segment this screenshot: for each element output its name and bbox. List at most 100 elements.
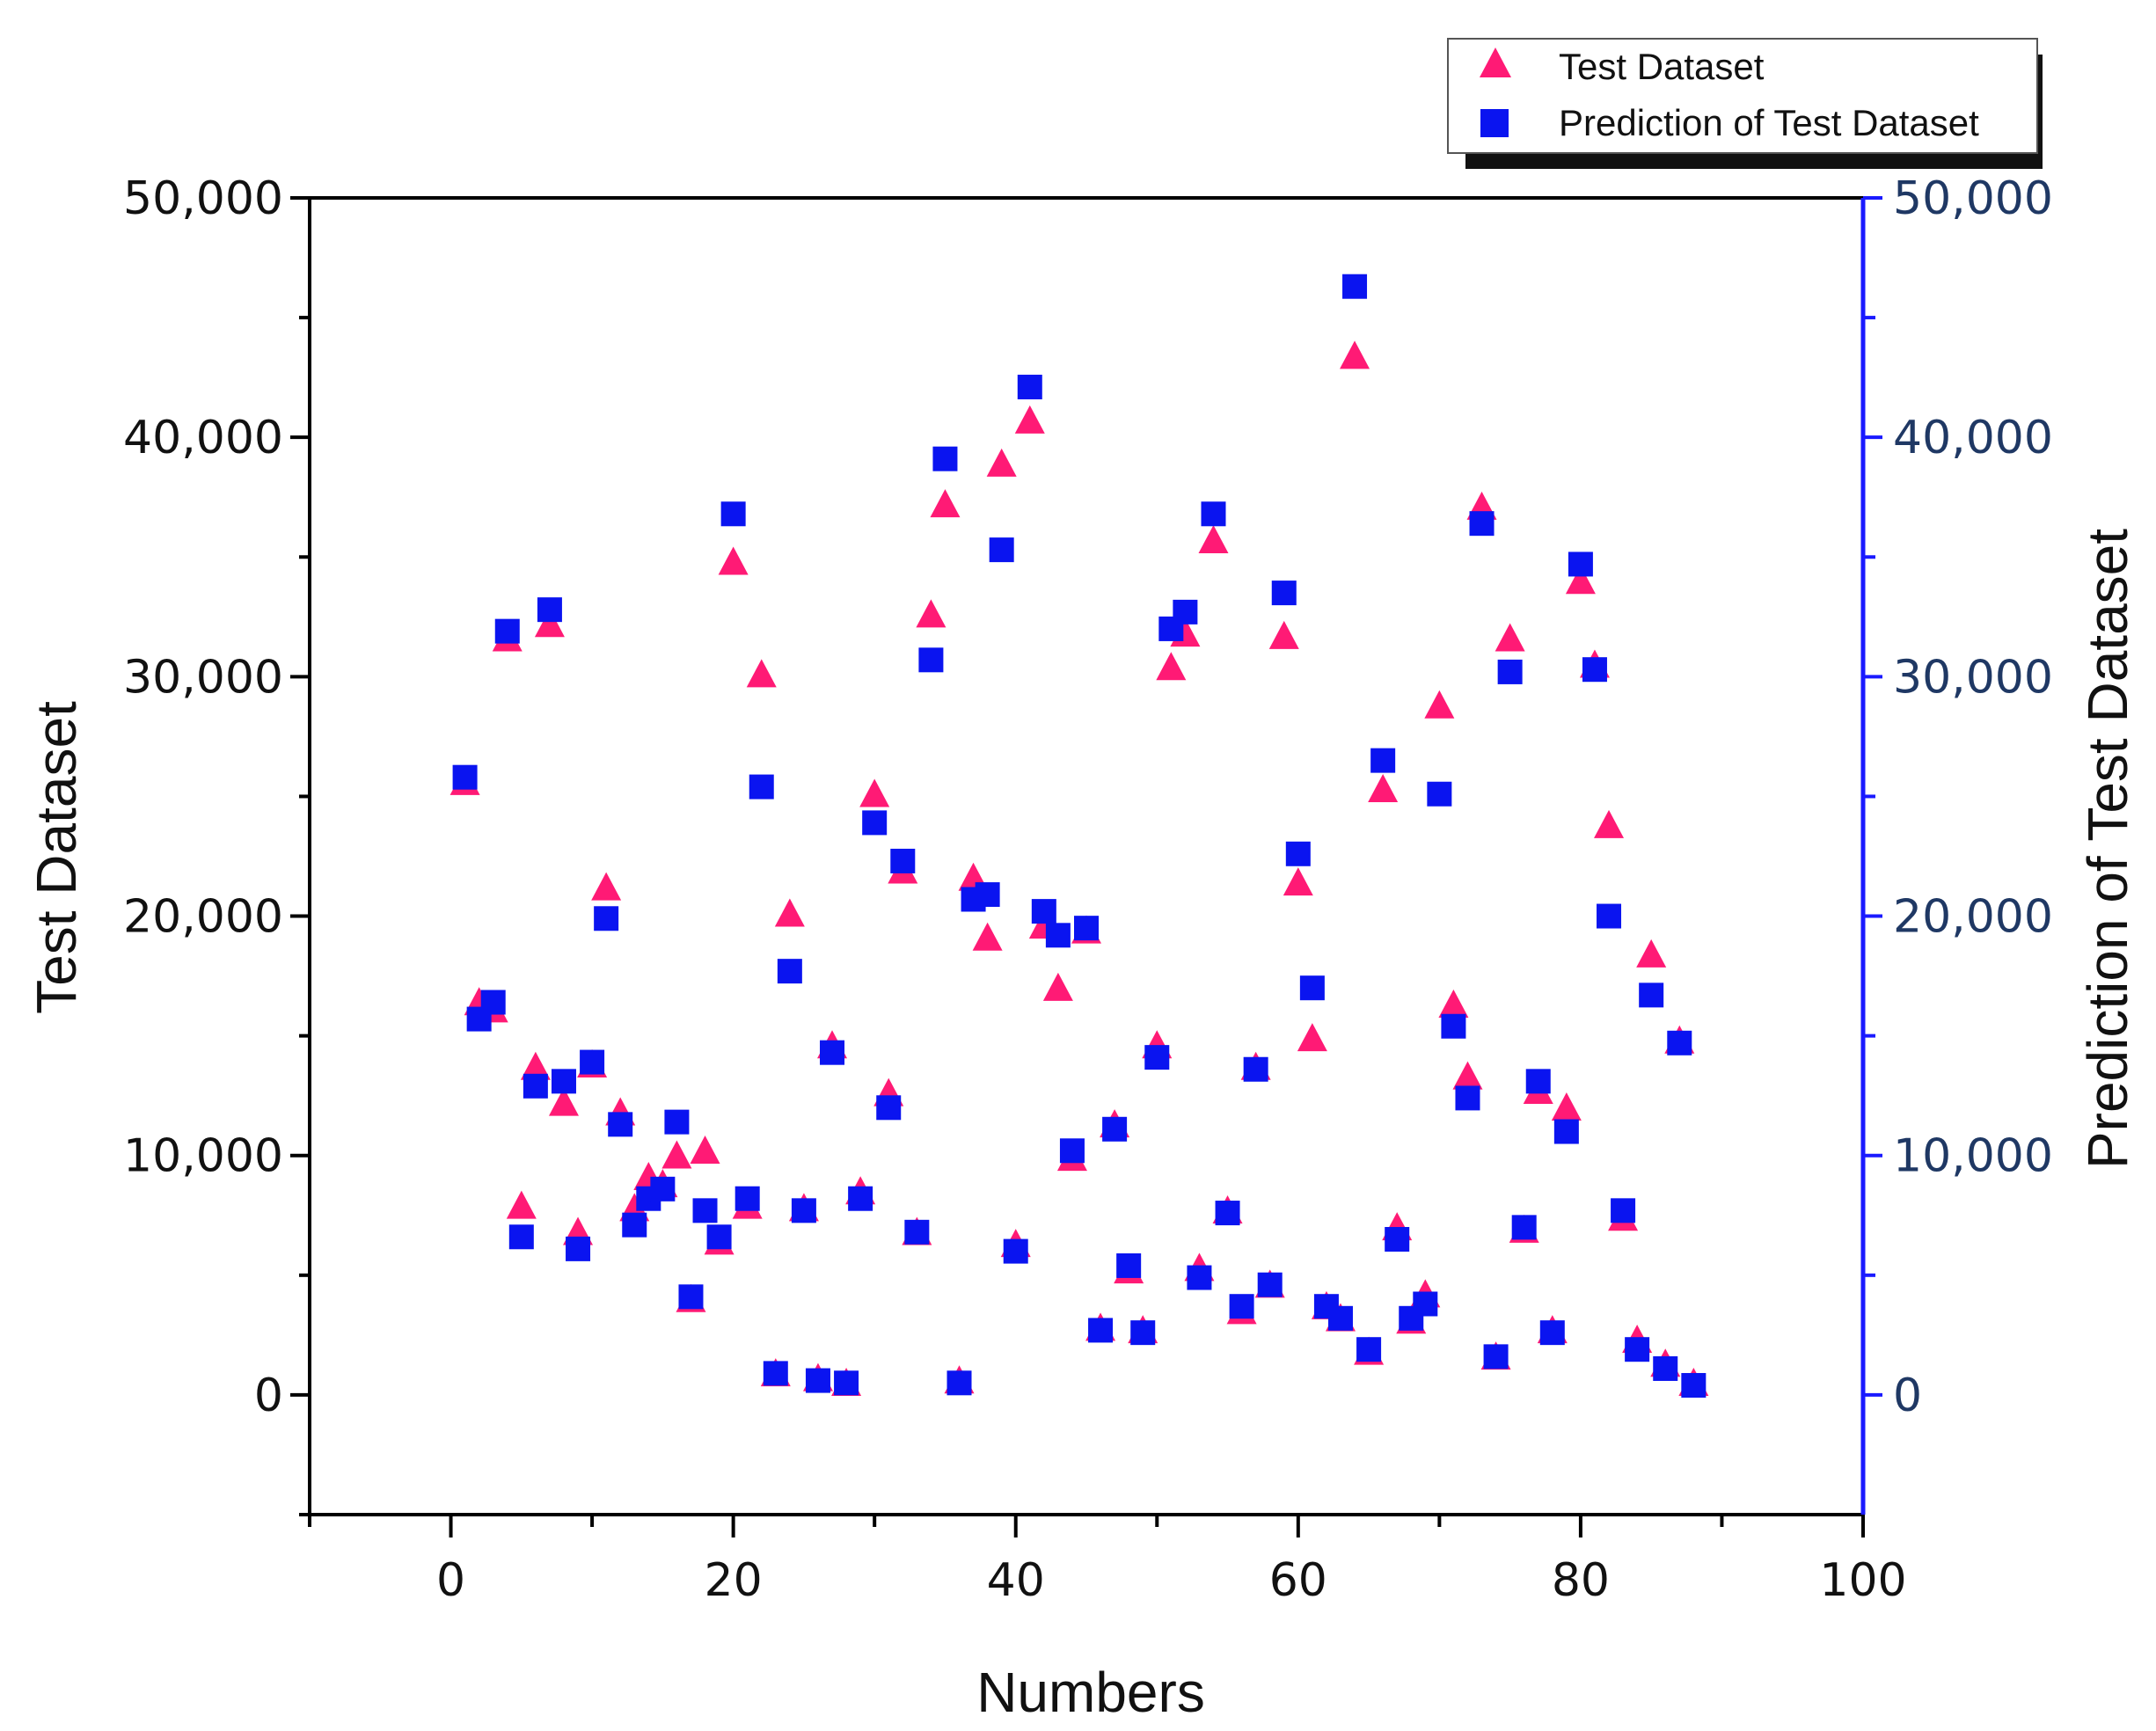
test-point bbox=[1636, 939, 1667, 968]
test-point bbox=[591, 872, 622, 901]
y-axis-title: Test Dataset bbox=[25, 701, 88, 1014]
prediction-point bbox=[1611, 1198, 1636, 1223]
prediction-point bbox=[1356, 1337, 1382, 1362]
prediction-point bbox=[1483, 1344, 1509, 1369]
x-axis-ticks: 0 20 40 60 80 100 bbox=[308, 1515, 1907, 1607]
prediction-point bbox=[834, 1370, 859, 1396]
test-point bbox=[506, 1190, 537, 1219]
prediction-point bbox=[1582, 657, 1607, 683]
legend-triangle-icon bbox=[1480, 47, 1511, 77]
prediction-point bbox=[1597, 903, 1622, 929]
prediction-point bbox=[1130, 1320, 1156, 1346]
test-point bbox=[548, 1087, 579, 1116]
test-point bbox=[774, 898, 805, 927]
legend-square-icon bbox=[1480, 109, 1509, 137]
prediction-point bbox=[1568, 551, 1593, 577]
prediction-point bbox=[1031, 899, 1056, 924]
prediction-point bbox=[1413, 1291, 1438, 1317]
prediction-point bbox=[1074, 916, 1099, 941]
y-right-tick-label: 30,000 bbox=[1893, 651, 2053, 704]
prediction-point bbox=[1539, 1320, 1565, 1346]
y-right-tick-label: 10,000 bbox=[1893, 1130, 2053, 1183]
prediction-point bbox=[1469, 511, 1495, 537]
prediction-point bbox=[989, 537, 1014, 563]
test-point bbox=[1042, 972, 1073, 1001]
test-point bbox=[534, 609, 565, 638]
test-point bbox=[1424, 690, 1455, 719]
test-point bbox=[1438, 989, 1469, 1018]
legend: Test Dataset Prediction of Test Dataset bbox=[1447, 38, 2043, 169]
legend-prediction-label: Prediction of Test Dataset bbox=[1559, 102, 1979, 143]
prediction-point bbox=[1285, 841, 1311, 866]
prediction-point bbox=[862, 810, 888, 836]
prediction-point bbox=[1243, 1056, 1268, 1082]
test-point bbox=[986, 448, 1017, 477]
y-right-tick-label: 0 bbox=[1893, 1369, 1922, 1422]
x-tick-label: 40 bbox=[987, 1554, 1045, 1607]
y-tick-label: 30,000 bbox=[123, 651, 283, 704]
test-point bbox=[746, 659, 777, 688]
prediction-point bbox=[1215, 1201, 1240, 1226]
prediction-point bbox=[1639, 982, 1664, 1008]
x-tick-label: 20 bbox=[705, 1554, 763, 1607]
test-point bbox=[1565, 566, 1596, 595]
prediction-point bbox=[1045, 923, 1071, 948]
x-tick-label: 80 bbox=[1552, 1554, 1610, 1607]
test-point bbox=[1594, 809, 1625, 838]
prediction-point bbox=[946, 1370, 972, 1396]
prediction-point bbox=[932, 446, 958, 471]
prediction-point bbox=[1003, 1238, 1028, 1264]
y-right-axis-title: Prediction of Test Dataset bbox=[2076, 529, 2139, 1169]
prediction-point bbox=[1441, 1013, 1466, 1039]
test-point bbox=[1340, 340, 1370, 369]
prediction-point bbox=[763, 1361, 788, 1386]
test-point bbox=[930, 489, 961, 518]
prediction-point bbox=[876, 1095, 902, 1121]
prediction-point bbox=[1088, 1318, 1114, 1343]
prediction-point bbox=[735, 1186, 760, 1211]
prediction-point bbox=[608, 1112, 633, 1137]
prediction-point bbox=[1667, 1030, 1692, 1055]
prediction-point bbox=[1017, 375, 1042, 400]
test-point bbox=[1495, 623, 1525, 652]
test-point bbox=[1014, 405, 1045, 434]
test-point bbox=[1297, 1023, 1327, 1052]
prediction-point bbox=[566, 1236, 591, 1261]
prediction-point bbox=[1525, 1069, 1551, 1094]
test-point bbox=[690, 1136, 720, 1165]
prediction-point bbox=[494, 618, 520, 644]
y-tick-label: 20,000 bbox=[123, 891, 283, 944]
prediction-point bbox=[777, 959, 802, 984]
prediction-point bbox=[1455, 1085, 1480, 1111]
prediction-point bbox=[1370, 748, 1396, 773]
test-point bbox=[520, 1051, 551, 1080]
prediction-point bbox=[904, 1219, 930, 1245]
test-point bbox=[1198, 524, 1229, 553]
y-right-axis-ticks: 0 10,000 20,000 30,000 40,000 50,000 bbox=[1863, 172, 2053, 1422]
y-tick-label: 50,000 bbox=[123, 172, 283, 225]
prediction-point bbox=[848, 1186, 873, 1211]
prediction-point bbox=[805, 1368, 830, 1393]
prediction-series bbox=[452, 274, 1707, 1399]
test-point bbox=[718, 546, 749, 575]
prediction-point bbox=[820, 1040, 845, 1065]
prediction-point bbox=[1059, 1138, 1085, 1164]
test-point bbox=[972, 922, 1003, 951]
prediction-point bbox=[1653, 1355, 1678, 1381]
test-point bbox=[1156, 652, 1187, 681]
prediction-point bbox=[523, 1073, 548, 1099]
prediction-point bbox=[580, 1049, 605, 1075]
prediction-point bbox=[918, 647, 944, 673]
prediction-point bbox=[452, 764, 478, 790]
test-point bbox=[1452, 1061, 1483, 1090]
x-tick-label: 60 bbox=[1269, 1554, 1327, 1607]
y-axis-ticks: 0 10,000 20,000 30,000 40,000 50,000 bbox=[123, 172, 310, 1516]
prediction-point bbox=[551, 1069, 576, 1094]
prediction-point bbox=[1229, 1294, 1254, 1319]
prediction-point bbox=[1327, 1305, 1353, 1331]
test-point bbox=[1551, 1092, 1582, 1121]
prediction-point bbox=[1342, 274, 1368, 299]
test-point bbox=[661, 1140, 692, 1169]
x-axis-title: Numbers bbox=[976, 1661, 1205, 1724]
